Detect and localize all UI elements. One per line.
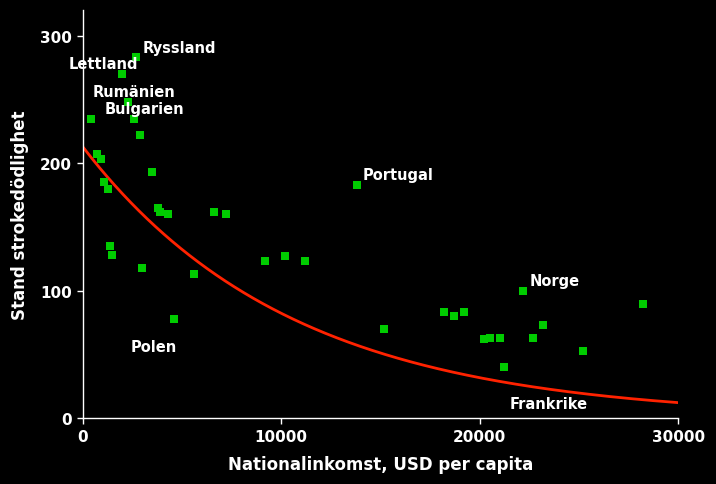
Text: Frankrike: Frankrike	[510, 396, 588, 411]
Text: Ryssland: Ryssland	[142, 41, 216, 56]
Text: Norge: Norge	[529, 273, 579, 288]
Y-axis label: Stand strokedödlighet: Stand strokedödlighet	[11, 110, 29, 319]
Text: Lettland: Lettland	[69, 57, 138, 72]
X-axis label: Nationalinkomst, USD per capita: Nationalinkomst, USD per capita	[228, 455, 533, 473]
Text: Bulgarien: Bulgarien	[105, 102, 184, 117]
Text: Polen: Polen	[130, 340, 177, 355]
Text: Portugal: Portugal	[362, 168, 433, 183]
Text: Rumänien: Rumänien	[92, 85, 175, 100]
